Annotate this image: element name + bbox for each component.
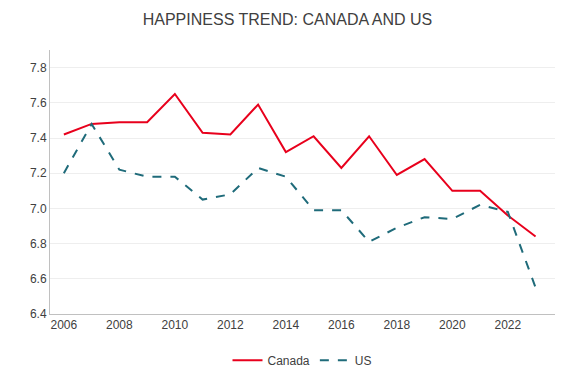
svg-text:2006: 2006 — [51, 318, 78, 332]
svg-text:2014: 2014 — [272, 318, 299, 332]
svg-text:7.2: 7.2 — [30, 166, 47, 180]
svg-text:7.6: 7.6 — [30, 96, 47, 110]
svg-text:HAPPINESS TREND: CANADA AND US: HAPPINESS TREND: CANADA AND US — [143, 11, 433, 28]
svg-text:7.4: 7.4 — [30, 131, 47, 145]
svg-text:2008: 2008 — [106, 318, 133, 332]
svg-text:6.6: 6.6 — [30, 272, 47, 286]
svg-text:Canada: Canada — [268, 354, 310, 368]
svg-text:6.4: 6.4 — [30, 307, 47, 321]
svg-text:7.0: 7.0 — [30, 202, 47, 216]
svg-text:2016: 2016 — [328, 318, 355, 332]
svg-text:US: US — [355, 354, 372, 368]
svg-text:2018: 2018 — [383, 318, 410, 332]
svg-text:2020: 2020 — [439, 318, 466, 332]
svg-text:7.8: 7.8 — [30, 61, 47, 75]
svg-text:2022: 2022 — [494, 318, 521, 332]
svg-text:2010: 2010 — [162, 318, 189, 332]
svg-text:2012: 2012 — [217, 318, 244, 332]
svg-text:6.8: 6.8 — [30, 237, 47, 251]
